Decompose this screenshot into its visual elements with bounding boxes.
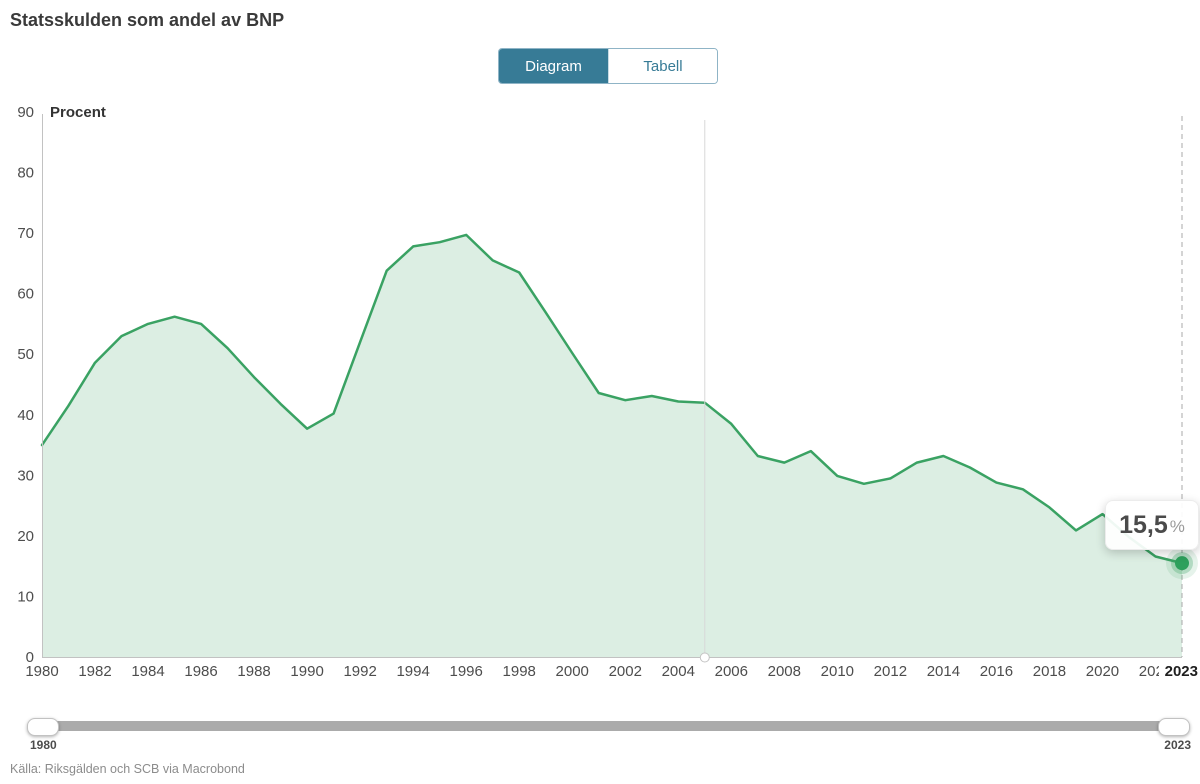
- y-tick-label: 0: [26, 649, 34, 666]
- x-tick-label: 1990: [290, 663, 323, 680]
- x-tick-label: 2006: [715, 663, 748, 680]
- end-point-dot: [1175, 556, 1189, 571]
- tab-tabell[interactable]: Tabell: [608, 49, 717, 83]
- y-tick-label: 60: [17, 286, 34, 303]
- range-slider-handle-start[interactable]: [27, 718, 59, 736]
- x-tick-label-current-year: 2023: [1165, 663, 1198, 680]
- slider-end-label: 2023: [1164, 738, 1191, 752]
- x-tick-label: 2020: [1086, 663, 1119, 680]
- x-tick-label: 1984: [131, 663, 164, 680]
- range-slider-handle-end[interactable]: [1158, 718, 1190, 736]
- y-tick-label: 90: [17, 104, 34, 121]
- x-tick-label: 2018: [1033, 663, 1066, 680]
- x-tick-label: 2000: [556, 663, 589, 680]
- x-tick-label: 2010: [821, 663, 854, 680]
- x-tick-label: 1998: [503, 663, 536, 680]
- x-tick-label: 1986: [184, 663, 217, 680]
- y-tick-label: 70: [17, 225, 34, 242]
- x-tick-label: 1988: [237, 663, 270, 680]
- x-tick-label: 1982: [78, 663, 111, 680]
- x-tick-label: 2004: [662, 663, 695, 680]
- y-tick-label: 30: [17, 467, 34, 484]
- y-tick-label: 40: [17, 407, 34, 424]
- crosshair-handle[interactable]: [699, 652, 710, 663]
- tooltip-unit-percent: %: [1169, 517, 1185, 536]
- y-tick-label: 20: [17, 528, 34, 545]
- trend-line: [40, 233, 1184, 565]
- y-tick-label: 50: [17, 346, 34, 363]
- x-tick-label: 2014: [927, 663, 960, 680]
- x-tick-label: 2016: [980, 663, 1013, 680]
- y-axis-title: Procent: [50, 104, 106, 121]
- tooltip-value: 15,5: [1119, 510, 1168, 539]
- end-tick-backing: [1159, 661, 1200, 679]
- slider-start-label: 1980: [30, 738, 57, 752]
- x-tick-label: 1994: [396, 663, 429, 680]
- x-tick-label: 2008: [768, 663, 801, 680]
- y-tick-label: 10: [17, 588, 34, 605]
- x-tick-label: 1992: [343, 663, 376, 680]
- x-tick-label: 2012: [874, 663, 907, 680]
- area-fill: [42, 234, 1182, 657]
- value-tooltip: 15,5%: [1105, 500, 1199, 550]
- x-tick-label: 1980: [25, 663, 58, 680]
- view-toggle: Diagram Tabell: [498, 48, 718, 84]
- range-slider-track[interactable]: [30, 721, 1187, 731]
- source-text: Källa: Riksgälden och SCB via Macrobond: [10, 762, 245, 776]
- page-title: Statsskulden som andel av BNP: [10, 10, 285, 30]
- x-tick-label: 1996: [449, 663, 482, 680]
- y-tick-label: 80: [17, 165, 34, 182]
- tab-diagram[interactable]: Diagram: [499, 49, 608, 83]
- x-tick-label: 2002: [609, 663, 642, 680]
